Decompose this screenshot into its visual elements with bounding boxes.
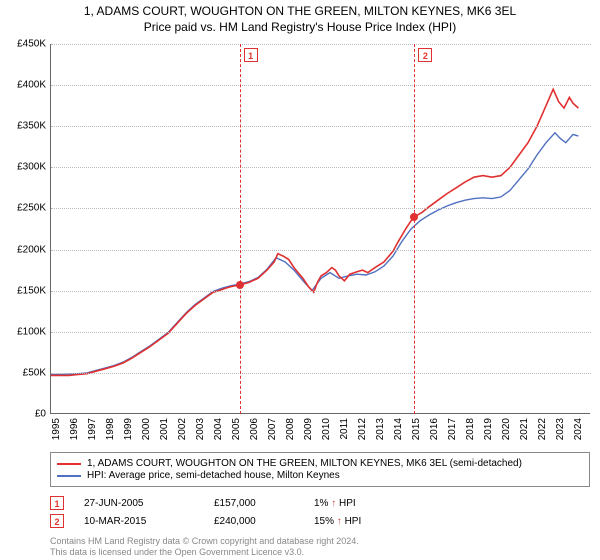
x-tick-label: 2019 bbox=[483, 418, 494, 440]
footnote-line-1: Contains HM Land Registry data © Crown c… bbox=[50, 536, 359, 547]
gridline bbox=[51, 167, 591, 168]
y-tick-label: £200K bbox=[17, 244, 46, 255]
sale-date-1: 27-JUN-2005 bbox=[84, 498, 194, 509]
x-tick-label: 2005 bbox=[231, 418, 242, 440]
y-tick-label: £300K bbox=[17, 162, 46, 173]
y-tick-label: £0 bbox=[35, 409, 46, 420]
x-tick-label: 2022 bbox=[537, 418, 548, 440]
legend-label-blue: HPI: Average price, semi-detached house,… bbox=[87, 470, 340, 481]
y-tick-label: £350K bbox=[17, 121, 46, 132]
footnote: Contains HM Land Registry data © Crown c… bbox=[50, 536, 359, 558]
x-tick-label: 2008 bbox=[285, 418, 296, 440]
x-tick-label: 2017 bbox=[447, 418, 458, 440]
y-tick-label: £50K bbox=[23, 367, 46, 378]
sale-pct-1: 1% ↑ HPI bbox=[314, 498, 374, 509]
gridline bbox=[51, 291, 591, 292]
x-tick-label: 2011 bbox=[339, 418, 350, 440]
legend-row-blue: HPI: Average price, semi-detached house,… bbox=[57, 470, 583, 481]
x-tick-label: 1997 bbox=[87, 418, 98, 440]
x-tick-label: 1999 bbox=[123, 418, 134, 440]
title-line-2: Price paid vs. HM Land Registry's House … bbox=[0, 20, 600, 34]
gridline bbox=[51, 126, 591, 127]
x-tick-label: 2021 bbox=[519, 418, 530, 440]
x-tick-label: 2018 bbox=[465, 418, 476, 440]
up-arrow-icon: ↑ bbox=[337, 516, 342, 527]
x-tick-label: 1998 bbox=[105, 418, 116, 440]
gridline bbox=[51, 44, 591, 45]
x-tick-label: 2012 bbox=[357, 418, 368, 440]
legend-label-red: 1, ADAMS COURT, WOUGHTON ON THE GREEN, M… bbox=[87, 458, 522, 469]
x-tick-label: 2003 bbox=[195, 418, 206, 440]
chart-title: 1, ADAMS COURT, WOUGHTON ON THE GREEN, M… bbox=[0, 0, 600, 34]
x-tick-label: 2023 bbox=[555, 418, 566, 440]
x-tick-label: 2016 bbox=[429, 418, 440, 440]
vertical-marker-label: 2 bbox=[418, 48, 432, 62]
footnote-line-2: This data is licensed under the Open Gov… bbox=[50, 547, 359, 558]
sale-index-2: 2 bbox=[50, 514, 64, 528]
legend-swatch-blue bbox=[57, 475, 81, 477]
y-tick-label: £100K bbox=[17, 326, 46, 337]
plot-region: £0£50K£100K£150K£200K£250K£300K£350K£400… bbox=[50, 44, 590, 414]
up-arrow-icon: ↑ bbox=[331, 498, 336, 509]
y-tick-label: £450K bbox=[17, 39, 46, 50]
vertical-marker bbox=[414, 44, 415, 414]
vertical-marker bbox=[240, 44, 241, 414]
sale-marker-dot bbox=[236, 281, 244, 289]
x-tick-label: 2010 bbox=[321, 418, 332, 440]
sales-table: 1 27-JUN-2005 £157,000 1% ↑ HPI 2 10-MAR… bbox=[50, 492, 590, 532]
gridline bbox=[51, 373, 591, 374]
x-tick-label: 2020 bbox=[501, 418, 512, 440]
x-tick-label: 2015 bbox=[411, 418, 422, 440]
x-tick-label: 2014 bbox=[393, 418, 404, 440]
x-tick-label: 2002 bbox=[177, 418, 188, 440]
x-tick-label: 2000 bbox=[141, 418, 152, 440]
chart-area: £0£50K£100K£150K£200K£250K£300K£350K£400… bbox=[50, 44, 590, 414]
sale-row-1: 1 27-JUN-2005 £157,000 1% ↑ HPI bbox=[50, 496, 590, 510]
sale-index-1: 1 bbox=[50, 496, 64, 510]
x-tick-label: 2013 bbox=[375, 418, 386, 440]
series-svg bbox=[51, 44, 591, 414]
y-tick-label: £150K bbox=[17, 285, 46, 296]
sale-marker-dot bbox=[410, 213, 418, 221]
sale-pct-2: 15% ↑ HPI bbox=[314, 516, 374, 527]
sale-price-2: £240,000 bbox=[214, 516, 294, 527]
sale-price-1: £157,000 bbox=[214, 498, 294, 509]
vertical-marker-label: 1 bbox=[244, 48, 258, 62]
sale-row-2: 2 10-MAR-2015 £240,000 15% ↑ HPI bbox=[50, 514, 590, 528]
legend-swatch-red bbox=[57, 463, 81, 465]
x-tick-label: 2009 bbox=[303, 418, 314, 440]
gridline bbox=[51, 332, 591, 333]
title-line-1: 1, ADAMS COURT, WOUGHTON ON THE GREEN, M… bbox=[0, 4, 600, 18]
x-tick-label: 1995 bbox=[51, 418, 62, 440]
x-tick-label: 2024 bbox=[573, 418, 584, 440]
x-tick-label: 2004 bbox=[213, 418, 224, 440]
gridline bbox=[51, 85, 591, 86]
gridline bbox=[51, 250, 591, 251]
x-tick-label: 2006 bbox=[249, 418, 260, 440]
y-tick-label: £250K bbox=[17, 203, 46, 214]
legend: 1, ADAMS COURT, WOUGHTON ON THE GREEN, M… bbox=[50, 452, 590, 487]
series-blue bbox=[51, 133, 578, 375]
x-tick-label: 2001 bbox=[159, 418, 170, 440]
x-tick-label: 1996 bbox=[69, 418, 80, 440]
x-tick-label: 2007 bbox=[267, 418, 278, 440]
legend-row-red: 1, ADAMS COURT, WOUGHTON ON THE GREEN, M… bbox=[57, 458, 583, 469]
sale-date-2: 10-MAR-2015 bbox=[84, 516, 194, 527]
gridline bbox=[51, 208, 591, 209]
y-tick-label: £400K bbox=[17, 80, 46, 91]
